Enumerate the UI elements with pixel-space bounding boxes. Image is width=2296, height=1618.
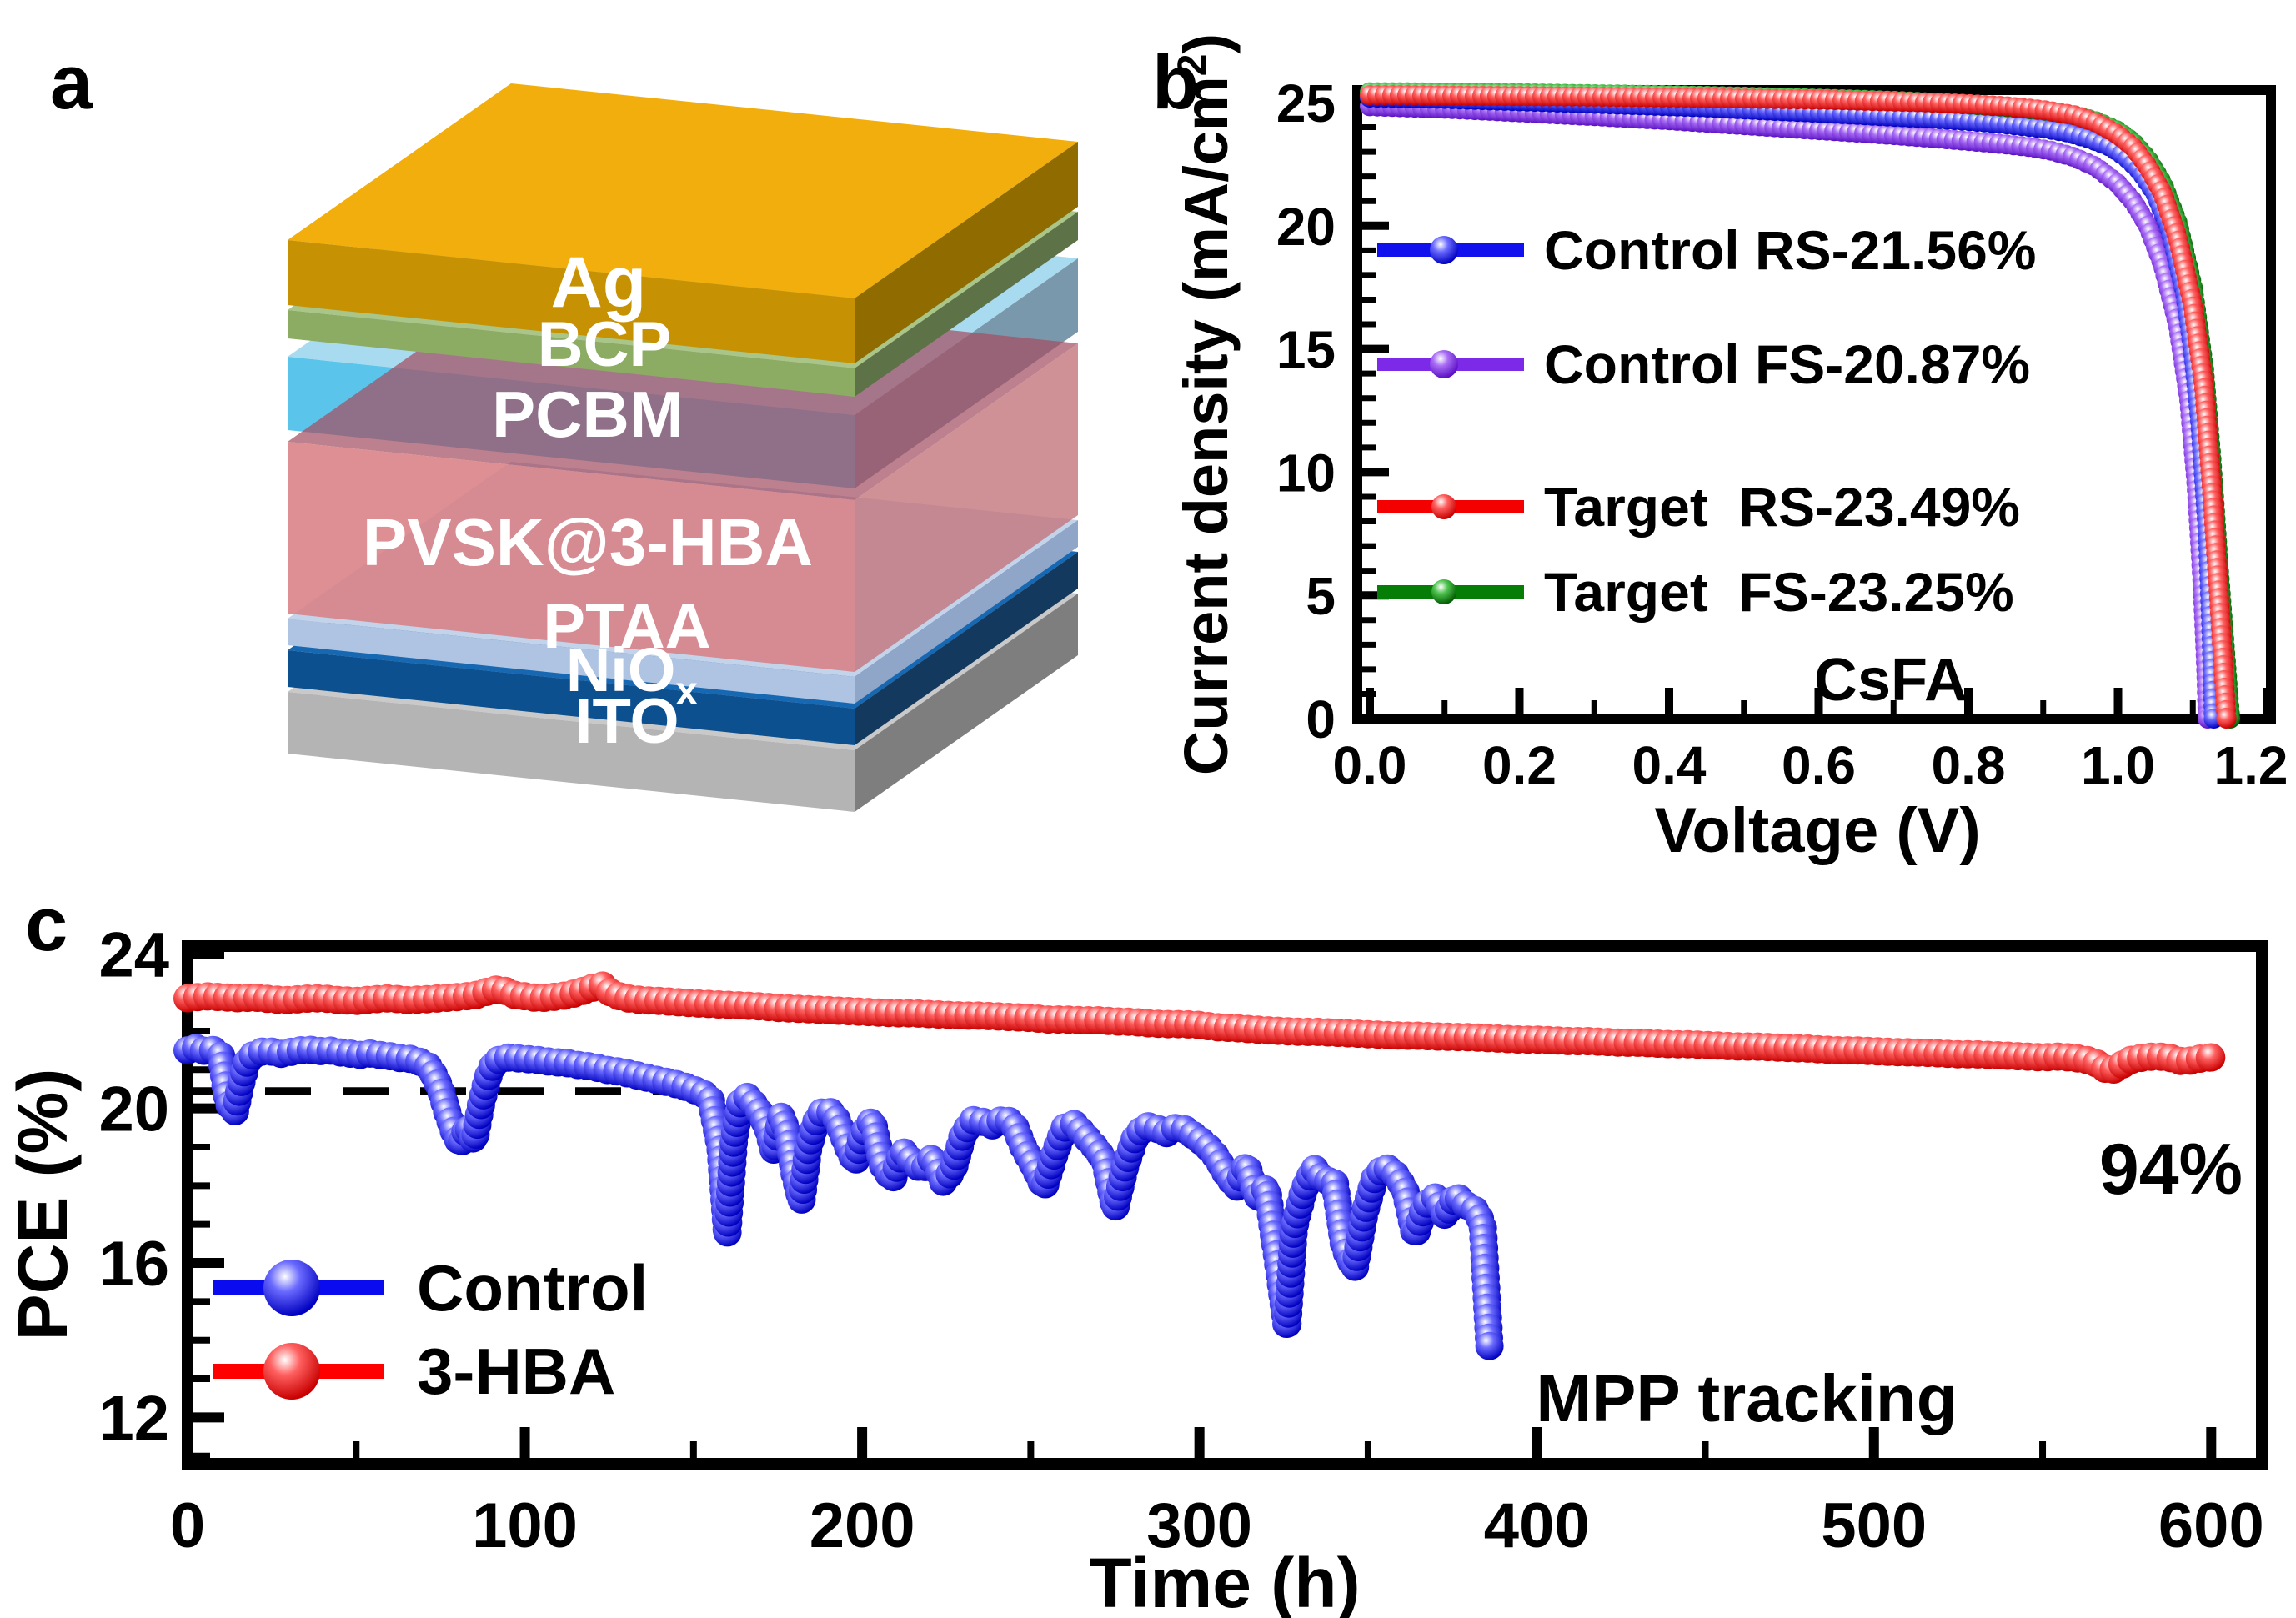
c-legend-label: 3-HBA [417,1335,615,1408]
c-mode-annotation: MPP tracking [1536,1361,1957,1435]
c-legend-item-3hba: 3-HBA [213,1335,615,1408]
series-markers [1360,85,2237,729]
layer-label-bcp: BCP [538,309,671,380]
b-legend-label: Control RS-21.56% [1544,219,2036,281]
x-tick-label: 400 [1484,1490,1590,1561]
c-axis-ticks [183,949,2217,1460]
x-tick-label: 1.2 [2214,735,2288,795]
c-y-axis-title: PCE (%) [3,1069,82,1341]
x-tick-label: 600 [2158,1490,2264,1561]
c-x-axis-title: Time (h) [1089,1544,1360,1618]
panel-c-letter: c [25,882,68,967]
y-tick-label: 0 [1306,689,1336,749]
layer-ag [288,83,1078,363]
layer-label-ito: ITO [574,686,679,757]
b-legend-item-control-rs: Control RS-21.56% [1377,219,2036,281]
x-tick-label: 0.4 [1632,735,1707,795]
layer-label-ptaa: PTAA [543,591,710,662]
b-legend-label: Target FS-23.25% [1544,561,2014,623]
c-plot-border [182,940,2268,1470]
series-line [1370,89,2233,719]
b-jv-curves [1360,82,2241,729]
b-plot-border [1352,85,2276,724]
y-tick-label: 10 [1276,443,1336,503]
y-tick-label: 12 [98,1383,169,1454]
panel-a-device-stack: a [50,40,1078,812]
b-legend-label: Control FS-20.87% [1544,333,2030,395]
series-line [1369,103,2211,719]
y-tick-label: 20 [1276,197,1336,257]
b-legend-item-control-fs: Control FS-20.87% [1377,333,2030,395]
y-tick-label: 16 [98,1229,169,1300]
y-tick-label: 25 [1276,73,1336,133]
panel-c-mpp-chart: c 0 100 200 300 400 500 600 12 16 20 24 PCE (%) Ti… [3,882,2268,1618]
b-legend-label: Target RS-23.49% [1544,476,2020,538]
panel-a-letter: a [50,40,93,125]
b-legend-item-target-rs: Target RS-23.49% [1377,476,2020,538]
b-legend-item-target-fs: Target FS-23.25% [1377,561,2014,623]
c-legend-label: Control [417,1251,648,1325]
b-axis-tick-labels: 0.0 0.2 0.4 0.6 0.8 1.0 1.2 0 5 10 15 20 25 [1276,73,2288,795]
c-axis-tick-labels: 0 100 200 300 400 500 600 12 16 20 24 [98,919,2263,1561]
c-pce-curves [173,971,2226,1360]
layer-label-niox: NiOx [566,635,699,714]
panel-b-jv-chart: b 0.0 0.2 0.4 0.6 0.8 1.0 1.2 0 5 10 15 20 25 Curren… [1152,33,2288,866]
x-tick-label: 500 [1821,1490,1927,1561]
series-markers [1360,96,2218,729]
b-y-axis-title: Current density (mA/cm2) [1171,33,1241,775]
panel-b-letter: b [1152,40,1199,125]
x-tick-label: 300 [1146,1490,1252,1561]
b-legend: Control RS-21.56% Control FS-20.87% Targ… [1377,219,2036,623]
y-tick-label: 20 [98,1074,169,1145]
b-composition-annotation: CsFA [1814,647,1968,714]
x-tick-label: 0.2 [1482,735,1557,795]
c-legend: Control 3-HBA [213,1251,648,1408]
y-tick-label: 5 [1306,566,1336,626]
layer-label-pcbm: PCBM [492,378,684,451]
c-retention-annotation: 94% [2099,1130,2243,1210]
x-tick-label: 0.0 [1333,735,1407,795]
c-legend-item-control: Control [213,1251,648,1325]
y-tick-label: 24 [98,919,169,990]
series-line [1370,93,2229,719]
x-tick-label: 0.8 [1932,735,2006,795]
series-line [1369,95,2217,719]
series-markers [1360,88,2224,729]
layer-label-ag: Ag [551,243,647,323]
x-tick-label: 1.0 [2081,735,2155,795]
y-tick-label: 15 [1276,320,1336,380]
x-tick-label: 200 [810,1490,915,1561]
series-markers [173,971,2226,1084]
x-tick-label: 0 [170,1490,205,1561]
b-x-axis-title: Voltage (V) [1654,795,1980,866]
x-tick-label: 100 [472,1490,578,1561]
series-markers [173,1034,1504,1360]
layer-label-pvsk: PVSK@3-HBA [363,505,813,579]
x-tick-label: 0.6 [1782,735,1856,795]
